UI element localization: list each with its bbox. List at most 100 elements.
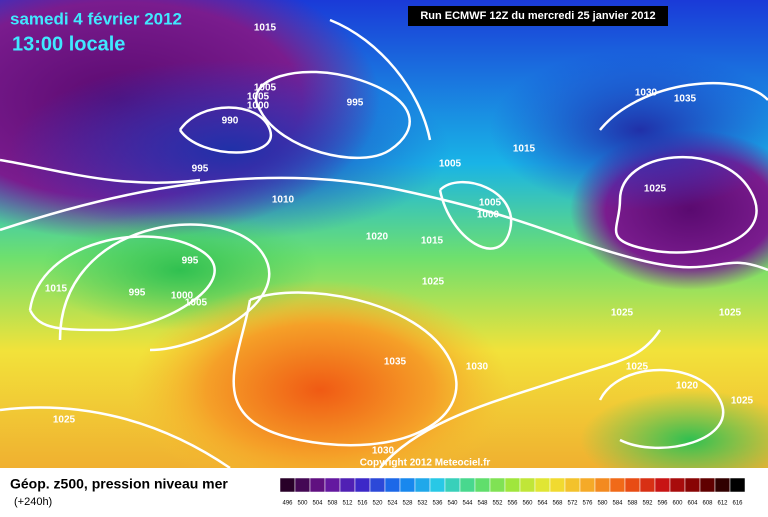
- scale-swatch: [534, 477, 551, 493]
- scale-swatch: [609, 477, 626, 493]
- scale-label: 548: [477, 501, 488, 507]
- isobar-label: 1005: [185, 298, 208, 309]
- isobar-label: 1010: [272, 195, 295, 206]
- scale-label: 616: [732, 501, 743, 507]
- scale-swatch: [429, 477, 446, 493]
- isobar-label: 1025: [611, 308, 634, 319]
- isobar-label: 1030: [466, 362, 489, 373]
- isobar-label: 1025: [731, 396, 754, 407]
- scale-swatch: [564, 477, 581, 493]
- isobar-label: 1000: [247, 101, 270, 112]
- scale-label: 500: [297, 501, 308, 507]
- isobar-label: 1035: [384, 357, 407, 368]
- isobar-label: 1025: [626, 362, 649, 373]
- scale-swatch: [474, 477, 491, 493]
- scale-label: 540: [447, 501, 458, 507]
- legend-lead: (+240h): [14, 496, 52, 508]
- scale-swatch: [729, 477, 746, 493]
- isobar-label: 1015: [254, 23, 277, 34]
- scale-swatch: [549, 477, 566, 493]
- isobar-label: 1025: [719, 308, 742, 319]
- isobar-label: 1005: [247, 92, 270, 103]
- run-info: Run ECMWF 12Z du mercredi 25 janvier 201…: [420, 10, 655, 22]
- isobar-label: 1025: [422, 277, 445, 288]
- scale-swatch: [579, 477, 596, 493]
- scale-swatch: [489, 477, 506, 493]
- scale-label: 520: [372, 501, 383, 507]
- scale-swatch: [714, 477, 731, 493]
- scale-label: 536: [432, 501, 443, 507]
- scale-label: 544: [462, 501, 473, 507]
- isobar-label: 1030: [372, 446, 395, 457]
- scale-label: 600: [672, 501, 683, 507]
- scale-label: 568: [552, 501, 563, 507]
- scale-swatch: [369, 477, 386, 493]
- scale-label: 508: [327, 501, 338, 507]
- isobar-label: 1025: [644, 184, 667, 195]
- isobar-lines: [0, 18, 768, 470]
- date: samedi 4 février 2012: [10, 9, 182, 28]
- scale-swatch: [459, 477, 476, 493]
- scale-swatch: [324, 477, 341, 493]
- scale-swatch: [654, 477, 671, 493]
- scale-label: 512: [342, 501, 353, 507]
- scale-swatch: [279, 477, 296, 493]
- isobar-label: 990: [222, 116, 239, 127]
- scale-swatch: [699, 477, 716, 493]
- scale-label: 604: [687, 501, 698, 507]
- isobar-label: 1015: [45, 284, 68, 295]
- scale-label: 564: [537, 501, 548, 507]
- scale-swatch: [669, 477, 686, 493]
- isobar-label: 1020: [676, 381, 699, 392]
- scale-swatch: [624, 477, 641, 493]
- scale-label: 552: [492, 501, 503, 507]
- scale-swatch: [684, 477, 701, 493]
- isobar-label: 1005: [254, 83, 277, 94]
- scale-label: 572: [567, 501, 578, 507]
- isobar-label: 1015: [421, 236, 444, 247]
- scale-swatch: [309, 477, 326, 493]
- scale-label: 504: [312, 501, 323, 507]
- run-box: [408, 6, 668, 26]
- isobar-label: 1025: [53, 415, 76, 426]
- scale-swatch: [339, 477, 356, 493]
- isobar-label: 1000: [477, 210, 500, 221]
- isobar-label: 1005: [439, 159, 462, 170]
- scale-label: 596: [657, 501, 668, 507]
- scale-swatch: [354, 477, 371, 493]
- scale-swatch: [294, 477, 311, 493]
- color-scale: 496 500 504 508 512 516 520 524 528 532 536 540 544 5…: [279, 477, 746, 507]
- scale-swatch: [639, 477, 656, 493]
- scale-swatch: [594, 477, 611, 493]
- isobar-label: 1000: [171, 291, 194, 302]
- isobar-label: 995: [182, 256, 199, 267]
- scale-label: 560: [522, 501, 533, 507]
- scale-swatch: [414, 477, 431, 493]
- isobar-label: 1030: [635, 88, 658, 99]
- scale-swatch: [399, 477, 416, 493]
- scale-swatch: [504, 477, 521, 493]
- scale-label: 532: [417, 501, 428, 507]
- isobar-label: 1005: [479, 198, 502, 209]
- isobar-label: 1020: [366, 232, 389, 243]
- legend-title: Géop. z500, pression niveau mer: [10, 476, 228, 492]
- isobar-label: 1015: [513, 144, 536, 155]
- scale-swatch: [519, 477, 536, 493]
- scale-label: 612: [717, 501, 728, 507]
- scale-swatch: [444, 477, 461, 493]
- isobar-label: 995: [192, 164, 209, 175]
- scale-label: 580: [597, 501, 608, 507]
- scale-label: 516: [357, 501, 368, 507]
- isobar-label: 995: [347, 98, 364, 109]
- copyright: Copyright 2012 Meteociel.fr: [360, 458, 491, 469]
- scale-label: 528: [402, 501, 413, 507]
- isobar-label: 995: [129, 288, 146, 299]
- scale-label: 588: [627, 501, 638, 507]
- scale-swatch: [384, 477, 401, 493]
- scale-label: 584: [612, 501, 623, 507]
- time: 13:00 locale: [12, 33, 125, 55]
- scale-label: 592: [642, 501, 653, 507]
- isobar-label: 1035: [674, 94, 697, 105]
